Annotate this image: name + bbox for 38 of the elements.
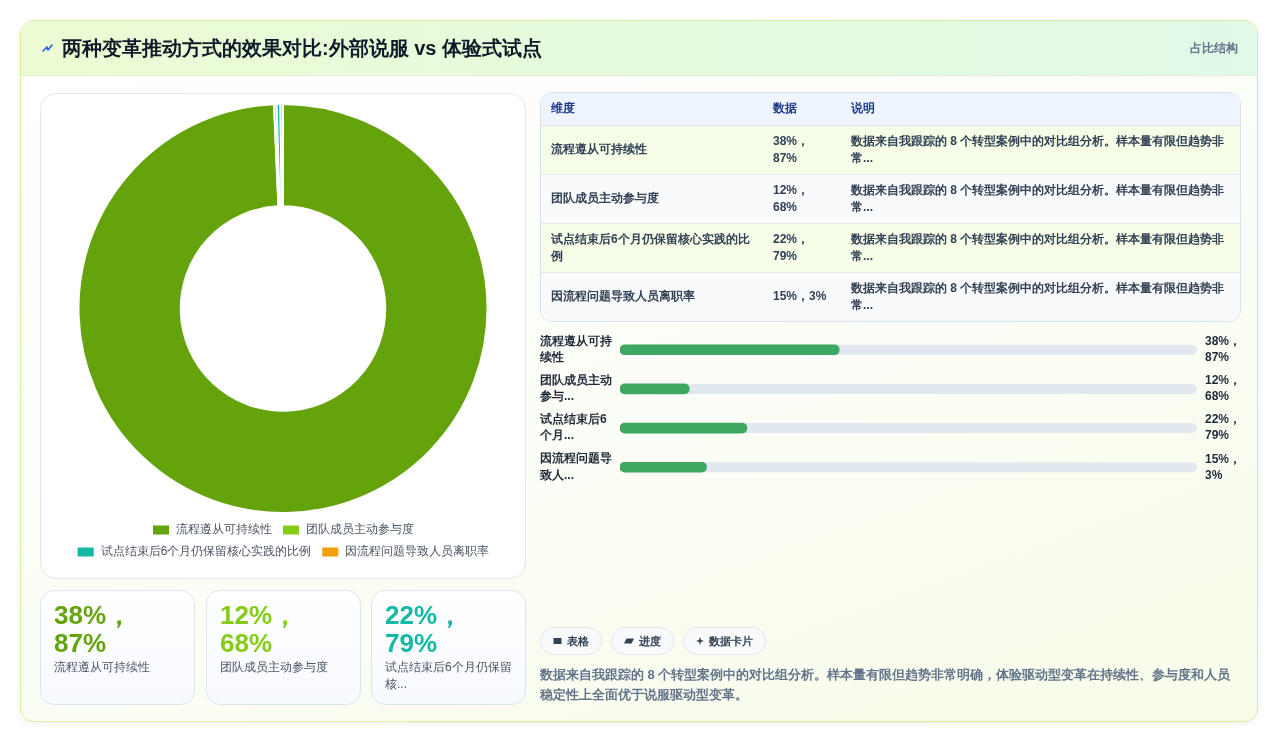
y-tick-label: 试点结束后6个月... [539,412,607,443]
text: 15%，3% [763,272,841,321]
text: 试点结束后6个月仍保留核心实践的比例 [541,223,763,272]
legend-label: 因流程问题导致人员离职率 [345,544,490,559]
text: 因流程问题导致人员离职率 [541,272,763,321]
y-tick-label: 因流程问题导致人... [539,451,612,482]
text: 22%，79% [763,223,841,272]
text: 数据来自我跟踪的 8 个转型案例中的对比组分析。样本量有限但趋势非常... [841,272,1240,321]
text: 团队成员主动参与度 [220,659,329,676]
text: 试点结束后6个月仍保留核... [385,659,513,693]
legend-label: 试点结束后6个月仍保留核心实践的比例 [100,544,312,559]
text: 数据来自我跟踪的 8 个转型案例中的对比组分析。样本量有限但趋势非常明确，体验驱动型变革在持续性、参与度和人员稳定性上全面优于说服驱动型变革。 [540,666,1232,704]
data-label: 12%，68% [1205,373,1242,404]
tab-button: 数据卡片 [683,627,766,655]
data-label: 15%，3% [1205,451,1242,482]
text: 38%，87% [54,600,134,658]
tab-button: 表格 [540,627,602,655]
text: 数据来自我跟踪的 8 个转型案例中的对比组分析。样本量有限但趋势非常... [841,223,1240,272]
y-tick-label: 团队成员主动参与... [539,373,612,404]
text: 数据 [763,93,841,125]
text: 维度 [541,93,763,125]
text: 两种变革推动方式的效果对比:外部说服 vs 体验式试点 [62,36,543,60]
text: 流程遵从可持续性 [54,659,151,676]
y-tick-label: 流程遵从可持续性 [539,333,612,365]
text: 12%，68% [220,600,300,658]
text: 12%，68% [763,174,841,223]
text: 38%，87% [763,125,841,174]
text: 数据来自我跟踪的 8 个转型案例中的对比组分析。样本量有限但趋势非常... [841,174,1240,223]
legend-label: 团队成员主动参与度 [306,522,414,537]
text: 占比结构 [1190,40,1238,56]
tab-button: 进度 [611,627,674,655]
text: 说明 [841,93,1240,125]
legend-label: 流程遵从可持续性 [176,522,272,537]
text: 数据来自我跟踪的 8 个转型案例中的对比组分析。样本量有限但趋势非常... [841,125,1240,174]
data-label: 38%，87% [1205,334,1242,365]
text: 22%，79% [385,600,465,658]
text: 团队成员主动参与度 [541,174,763,223]
data-label: 22%，79% [1205,412,1242,443]
